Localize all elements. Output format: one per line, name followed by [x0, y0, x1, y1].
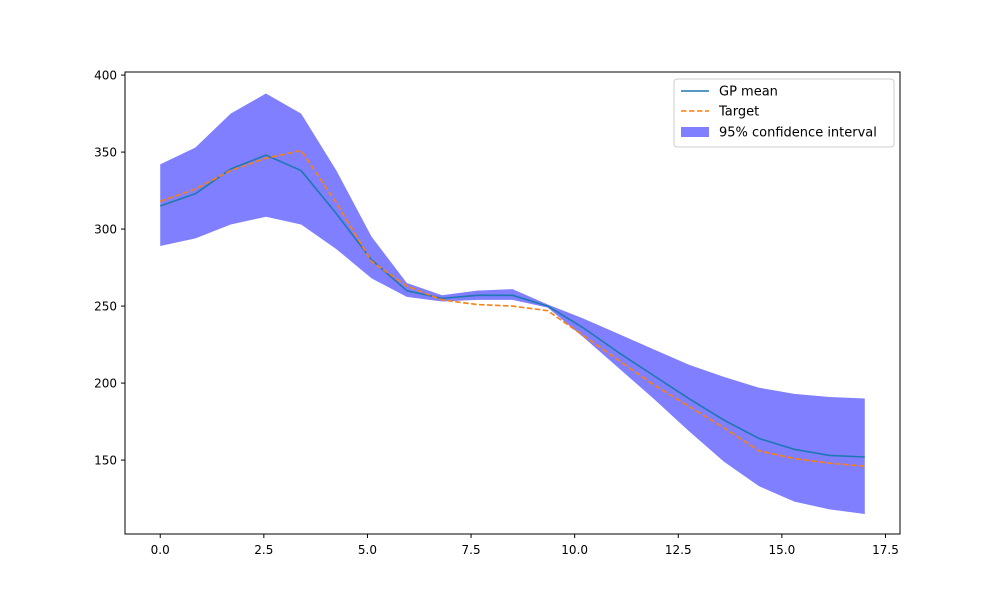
legend-confidence-label: 95% confidence interval [719, 126, 877, 141]
y-tick-label: 150 [94, 454, 117, 468]
x-tick-label: 2.5 [254, 543, 273, 557]
x-tick-label: 5.0 [358, 543, 377, 557]
y-tick-label: 200 [94, 377, 117, 391]
series-line-target [159, 149, 865, 468]
legend: GP mean Target 95% confidence interval [673, 78, 895, 148]
tick-layer: 0.0 2.5 5.0 7.5 10.0 12.5 15.0 17.5 150 200 250 300… [94, 69, 899, 557]
y-tick-label: 250 [94, 300, 117, 314]
legend-confidence-swatch [681, 127, 709, 137]
y-tick-label: 300 [94, 223, 117, 237]
x-tick-label: 0.0 [151, 543, 170, 557]
series-line-gp-mean [159, 154, 865, 458]
axes-frame [124, 71, 901, 535]
x-tick-label: 15.0 [769, 543, 796, 557]
y-tick-label: 400 [94, 69, 117, 83]
y-tick-label: 350 [94, 146, 117, 160]
x-tick-label: 17.5 [872, 543, 899, 557]
x-tick-label: 10.0 [561, 543, 588, 557]
legend-frame [673, 78, 895, 148]
legend-gp-mean-label: GP mean [719, 85, 778, 100]
legend-target-label: Target [718, 105, 759, 120]
x-tick-label: 7.5 [462, 543, 481, 557]
x-tick-label: 12.5 [665, 543, 692, 557]
plot-layer [159, 93, 865, 514]
confidence-band [160, 93, 865, 514]
